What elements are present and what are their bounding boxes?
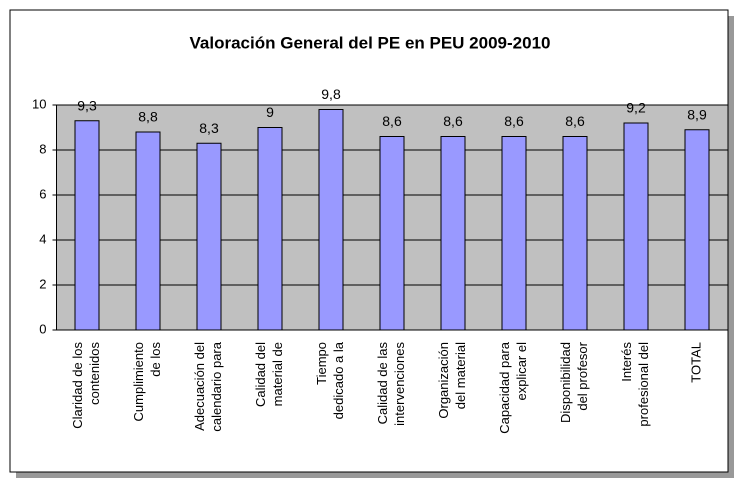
bar (196, 142, 222, 331)
x-tick-label: Disponibilidad (558, 342, 573, 423)
x-tick-label: Organización (436, 342, 451, 419)
y-tick-label: 8 (39, 141, 46, 156)
x-tick-label: intervenciones (392, 342, 407, 426)
y-tick-label: 0 (39, 321, 46, 336)
bar (562, 136, 588, 331)
x-tick-label: dedicado a la (331, 341, 346, 419)
x-tick-label: profesional del (636, 342, 651, 427)
bar (257, 127, 283, 331)
x-tick-label: Tiempo (314, 342, 329, 385)
y-tick-label: 4 (39, 231, 46, 246)
x-tick-label: Capacidad para (497, 341, 512, 434)
bar (623, 122, 649, 331)
value-label: 9,8 (321, 86, 341, 102)
bar (501, 136, 527, 331)
x-tick-label: Calidad de las (375, 342, 390, 425)
x-tick-label: material de (270, 342, 285, 406)
bar (379, 136, 405, 331)
value-label: 8,9 (687, 106, 707, 122)
value-label: 9,3 (77, 97, 97, 113)
y-tick-label: 2 (39, 276, 46, 291)
bar (74, 120, 100, 331)
x-tick-label: de los (148, 342, 163, 377)
bar (440, 136, 466, 331)
y-tick-label: 10 (32, 96, 46, 111)
y-tick-label: 6 (39, 186, 46, 201)
x-tick-label: Claridad de los (70, 342, 85, 429)
value-label: 9,2 (626, 100, 646, 116)
value-label: 8,6 (504, 113, 524, 129)
value-label: 8,6 (565, 113, 585, 129)
x-tick-label: Adecuación del (192, 342, 207, 431)
bar (318, 109, 344, 331)
value-label: 8,6 (443, 113, 463, 129)
x-tick-label: Cumplimiento (131, 342, 146, 421)
x-tick-label: Calidad del (253, 342, 268, 407)
value-label: 8,6 (382, 113, 402, 129)
bar (135, 131, 161, 331)
x-tick-label: contenidos (87, 342, 102, 405)
value-label: 9 (266, 104, 274, 120)
x-tick-label: Interés (619, 342, 634, 382)
chart-title: Valoración General del PE en PEU 2009-20… (190, 33, 551, 52)
value-label: 8,3 (199, 120, 219, 136)
x-tick-label: del profesor (575, 341, 590, 410)
value-label: 8,8 (138, 109, 158, 125)
x-tick-label: TOTAL (688, 342, 703, 383)
x-tick-label: calendario para (209, 341, 224, 431)
x-tick-label: explicar el (514, 342, 529, 401)
x-tick-label: del material (453, 342, 468, 409)
bar (684, 129, 710, 331)
